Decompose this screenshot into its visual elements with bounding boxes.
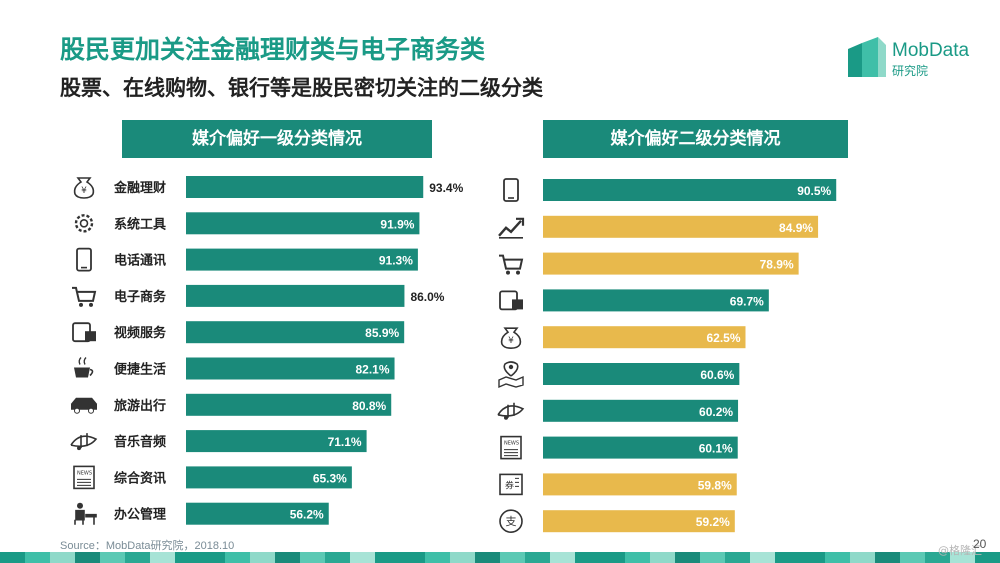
svg-text:支: 支 — [506, 515, 517, 528]
bar — [543, 399, 739, 422]
music-icon — [70, 433, 98, 451]
bar — [186, 176, 424, 198]
bar — [543, 510, 735, 533]
value-label: 91.9% — [380, 217, 414, 231]
bar — [543, 363, 740, 385]
video-icon — [499, 290, 523, 311]
brand-name: MobData — [892, 40, 970, 61]
value-label: 85.9% — [365, 326, 399, 340]
value-label: 93.4% — [429, 181, 463, 195]
bar — [186, 357, 395, 380]
page-number: 20 — [973, 537, 987, 551]
category-label: 综合资讯 — [114, 470, 166, 486]
bar — [186, 212, 420, 235]
car-icon — [71, 397, 97, 414]
value-label: 60.6% — [700, 368, 734, 382]
value-label: 82.1% — [356, 363, 390, 377]
value-label: 59.8% — [698, 478, 732, 492]
bar — [186, 466, 352, 489]
category-label: 旅游出行 — [114, 398, 166, 414]
category-label: 金融理财 — [113, 180, 166, 196]
svg-text:券: 券 — [505, 479, 514, 491]
map-pin-icon — [498, 361, 524, 389]
value-label: 60.1% — [699, 442, 733, 456]
category-label: 视频服务 — [114, 325, 167, 341]
cart-icon — [499, 254, 524, 275]
bar — [543, 326, 746, 349]
right-chart-title: 媒介偏好二级分类情况 — [543, 120, 848, 158]
phone-icon — [503, 178, 519, 202]
value-label: 65.3% — [313, 471, 347, 485]
category-label: 便捷生活 — [114, 362, 166, 378]
category-label: 系统工具 — [114, 216, 166, 232]
value-label: 86.0% — [410, 290, 444, 304]
watermark: @格隆汇 — [938, 544, 982, 557]
brand-sub: 研究院 — [892, 64, 929, 78]
category-label: 电子商务 — [114, 289, 167, 305]
video-icon — [72, 322, 96, 343]
value-label: 59.2% — [696, 515, 730, 529]
bar — [543, 215, 819, 238]
phone-icon — [76, 247, 92, 272]
page-subtitle: 股票、在线购物、银行等是股民密切关注的二级分类 — [60, 76, 543, 100]
bar — [186, 284, 405, 307]
coupon-icon: 券 — [499, 473, 523, 496]
value-label: 78.9% — [760, 258, 794, 272]
money-bag-icon: ¥ — [500, 327, 522, 350]
bar — [186, 393, 392, 416]
value-label: 56.2% — [290, 508, 324, 522]
cart-icon — [72, 286, 97, 307]
value-label: 90.5% — [797, 184, 831, 198]
svg-text:NEWS: NEWS — [77, 470, 92, 476]
svg-text:¥: ¥ — [508, 336, 514, 346]
category-label: 办公管理 — [114, 507, 166, 523]
page-title: 股民更加关注金融理财类与电子商务类 — [60, 35, 486, 64]
bar — [543, 179, 837, 201]
bar — [543, 252, 799, 275]
news-icon: NEWS — [73, 465, 95, 490]
bar — [543, 436, 738, 459]
svg-text:¥: ¥ — [81, 186, 87, 196]
category-label: 音乐音频 — [114, 434, 166, 450]
bar — [543, 289, 769, 312]
value-label: 71.1% — [328, 435, 362, 449]
news-icon: NEWS — [500, 435, 522, 460]
value-label: 62.5% — [706, 331, 740, 345]
bar — [186, 502, 329, 525]
coffee-icon — [74, 357, 94, 378]
source-note: Source：MobData研究院，2018.10 — [60, 540, 235, 552]
stock-icon — [498, 217, 525, 239]
music-icon — [497, 402, 525, 420]
value-label: 84.9% — [779, 221, 813, 235]
bar — [543, 473, 737, 496]
mobdata-logo-icon — [848, 37, 886, 77]
left-chart-title: 媒介偏好一级分类情况 — [122, 120, 432, 158]
value-label: 69.7% — [730, 294, 764, 308]
office-icon — [74, 502, 97, 525]
bar — [186, 248, 418, 271]
bar — [186, 430, 367, 453]
category-label: 电话通讯 — [114, 253, 166, 269]
gear-icon — [74, 214, 94, 233]
pay-icon: 支 — [499, 509, 523, 534]
value-label: 80.8% — [352, 399, 386, 413]
svg-text:NEWS: NEWS — [504, 441, 519, 447]
bar — [186, 321, 405, 344]
footer-band — [0, 552, 1000, 563]
money-bag-icon: ¥ — [73, 177, 95, 199]
value-label: 60.2% — [699, 405, 733, 419]
value-label: 91.3% — [379, 254, 413, 268]
